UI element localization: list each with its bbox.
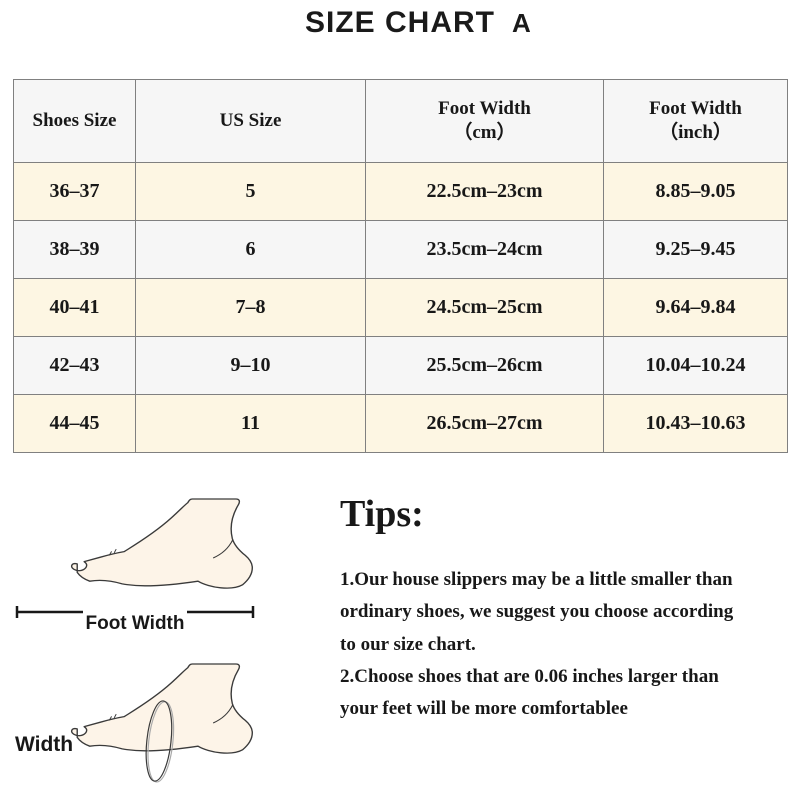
svg-text:Foot Width: Foot Width [85, 613, 184, 632]
